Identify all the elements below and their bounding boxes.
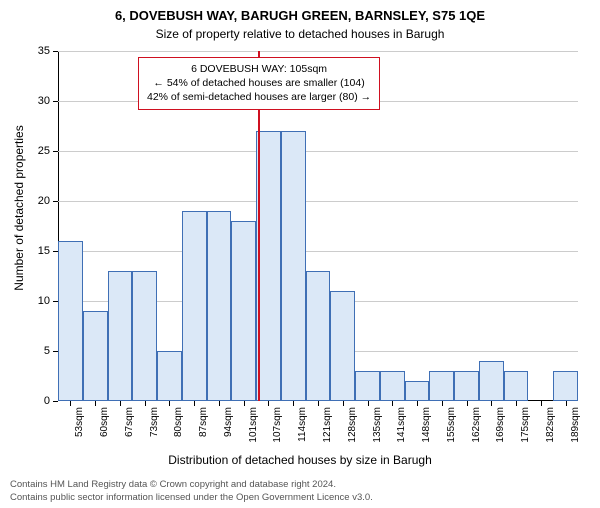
plot-area: 0510152025303553sqm60sqm67sqm73sqm80sqm8… bbox=[58, 51, 578, 401]
x-tick-label: 189sqm bbox=[570, 407, 581, 443]
y-tick-label: 10 bbox=[22, 295, 50, 307]
x-tick bbox=[516, 401, 517, 406]
annotation-line: 6 DOVEBUSH WAY: 105sqm bbox=[147, 62, 371, 76]
histogram-bar bbox=[454, 371, 479, 401]
gridline bbox=[58, 201, 578, 202]
y-tick-label: 35 bbox=[22, 45, 50, 57]
histogram-bar bbox=[182, 211, 207, 401]
annotation-line: ← 54% of detached houses are smaller (10… bbox=[147, 76, 371, 90]
x-tick-label: 135sqm bbox=[372, 407, 383, 443]
y-tick-label: 25 bbox=[22, 145, 50, 157]
y-tick-label: 0 bbox=[22, 395, 50, 407]
x-tick-label: 141sqm bbox=[396, 407, 407, 443]
x-tick bbox=[120, 401, 121, 406]
histogram-bar bbox=[553, 371, 578, 401]
histogram-bar bbox=[355, 371, 380, 401]
histogram-bar bbox=[108, 271, 133, 401]
x-tick-label: 53sqm bbox=[74, 407, 85, 437]
x-tick-label: 182sqm bbox=[545, 407, 556, 443]
annotation-box: 6 DOVEBUSH WAY: 105sqm← 54% of detached … bbox=[138, 57, 380, 110]
x-tick-label: 80sqm bbox=[173, 407, 184, 437]
histogram-bar bbox=[58, 241, 83, 401]
histogram-bar bbox=[281, 131, 306, 401]
x-tick-label: 114sqm bbox=[297, 407, 308, 442]
histogram-bar bbox=[380, 371, 405, 401]
x-tick bbox=[268, 401, 269, 406]
histogram-bar bbox=[207, 211, 232, 401]
x-tick-label: 128sqm bbox=[347, 407, 358, 443]
gridline bbox=[58, 151, 578, 152]
x-tick-label: 162sqm bbox=[471, 407, 482, 443]
x-tick-label: 169sqm bbox=[495, 407, 506, 443]
histogram-bar bbox=[157, 351, 182, 401]
x-tick bbox=[491, 401, 492, 406]
gridline bbox=[58, 51, 578, 52]
histogram-bar bbox=[132, 271, 157, 401]
footer-line-1: Contains HM Land Registry data © Crown c… bbox=[10, 479, 373, 491]
y-tick bbox=[53, 101, 58, 102]
x-tick bbox=[244, 401, 245, 406]
x-tick bbox=[343, 401, 344, 406]
y-tick bbox=[53, 201, 58, 202]
x-tick-label: 94sqm bbox=[223, 407, 234, 437]
histogram-bar bbox=[83, 311, 108, 401]
x-tick bbox=[95, 401, 96, 406]
footer-attribution: Contains HM Land Registry data © Crown c… bbox=[10, 479, 373, 504]
page-title: 6, DOVEBUSH WAY, BARUGH GREEN, BARNSLEY,… bbox=[0, 8, 600, 23]
x-tick-label: 73sqm bbox=[149, 407, 160, 437]
x-tick-label: 87sqm bbox=[198, 407, 209, 437]
page-subtitle: Size of property relative to detached ho… bbox=[0, 27, 600, 41]
x-tick-label: 60sqm bbox=[99, 407, 110, 437]
y-tick-label: 30 bbox=[22, 95, 50, 107]
x-tick bbox=[566, 401, 567, 406]
x-tick bbox=[541, 401, 542, 406]
x-tick bbox=[417, 401, 418, 406]
y-tick bbox=[53, 51, 58, 52]
x-tick bbox=[467, 401, 468, 406]
histogram-bar bbox=[330, 291, 355, 401]
x-tick bbox=[70, 401, 71, 406]
x-tick-label: 107sqm bbox=[272, 407, 283, 443]
y-tick-label: 15 bbox=[22, 245, 50, 257]
x-tick-label: 175sqm bbox=[520, 407, 531, 443]
histogram-bar bbox=[429, 371, 454, 401]
x-tick-label: 155sqm bbox=[446, 407, 457, 443]
x-axis-label: Distribution of detached houses by size … bbox=[0, 453, 600, 467]
x-tick bbox=[219, 401, 220, 406]
y-tick bbox=[53, 401, 58, 402]
x-tick bbox=[392, 401, 393, 406]
x-tick-label: 101sqm bbox=[248, 407, 259, 443]
x-tick bbox=[194, 401, 195, 406]
histogram-bar bbox=[405, 381, 430, 401]
x-tick bbox=[442, 401, 443, 406]
histogram-bar bbox=[504, 371, 529, 401]
y-tick-label: 20 bbox=[22, 195, 50, 207]
histogram-bar bbox=[231, 221, 256, 401]
x-tick bbox=[145, 401, 146, 406]
gridline bbox=[58, 251, 578, 252]
x-tick bbox=[318, 401, 319, 406]
x-tick-label: 121sqm bbox=[322, 407, 333, 443]
x-tick bbox=[169, 401, 170, 406]
x-tick-label: 148sqm bbox=[421, 407, 432, 443]
x-tick-label: 67sqm bbox=[124, 407, 135, 437]
y-tick-label: 5 bbox=[22, 345, 50, 357]
histogram-chart: 0510152025303553sqm60sqm67sqm73sqm80sqm8… bbox=[58, 51, 578, 401]
histogram-bar bbox=[306, 271, 331, 401]
x-tick bbox=[368, 401, 369, 406]
histogram-bar bbox=[479, 361, 504, 401]
y-tick bbox=[53, 151, 58, 152]
footer-line-2: Contains public sector information licen… bbox=[10, 492, 373, 504]
annotation-line: 42% of semi-detached houses are larger (… bbox=[147, 90, 371, 104]
x-tick bbox=[293, 401, 294, 406]
